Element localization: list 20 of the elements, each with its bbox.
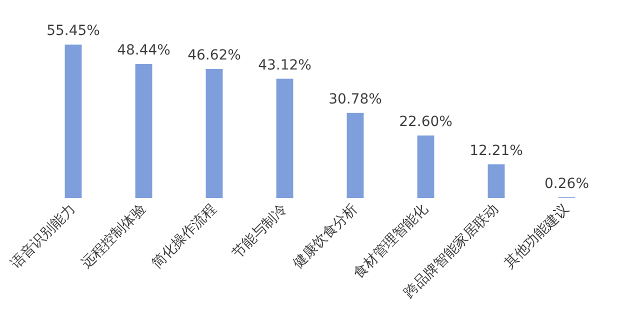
data-label: 55.45% (46, 23, 100, 40)
x-tick-label: 简化操作流程 (148, 201, 220, 272)
data-label: 43.12% (258, 57, 312, 74)
bar (64, 44, 82, 198)
bar (346, 112, 364, 198)
data-label: 22.60% (399, 114, 452, 130)
data-label: 48.44% (117, 42, 170, 59)
bar (276, 78, 294, 198)
bar (206, 69, 223, 198)
bar (135, 64, 152, 198)
bar (417, 135, 434, 198)
data-label: 12.21% (470, 142, 523, 159)
data-label: 0.26% (544, 176, 589, 192)
x-tick-label: 节能与制冷 (229, 201, 290, 262)
x-tick-label: 远程控制体验 (78, 201, 150, 272)
bar (488, 164, 505, 198)
x-tick-label: 语音识别能力 (8, 201, 79, 272)
data-label: 46.62% (188, 48, 241, 64)
data-label: 30.78% (328, 91, 382, 108)
x-tick-label: 其他功能建议 (501, 201, 572, 272)
